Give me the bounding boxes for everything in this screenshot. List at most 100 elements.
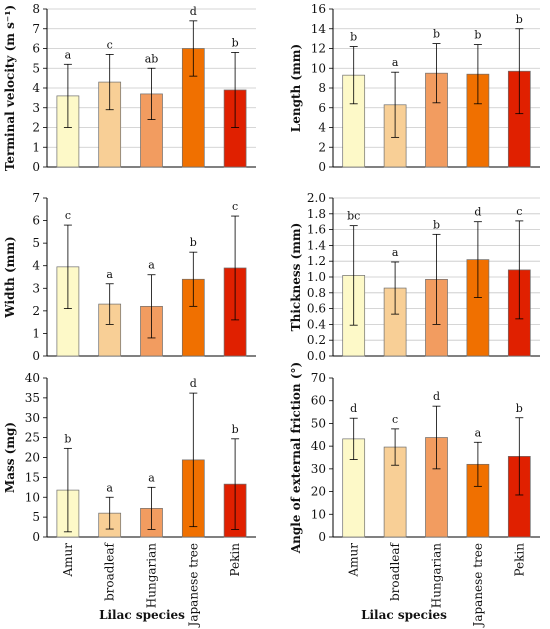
significance-letter: b [516,402,523,415]
category-label-amur: Amur [347,543,361,578]
panel-angle-friction: 0 10 20 30 40 50 60 70 Angle of external frictio… [289,362,540,554]
y-tick-label: 6 [32,42,40,56]
significance-letter: a [392,56,399,69]
y-axis-title: Length (mm) [289,44,303,132]
panel-thickness: 0.0 0.2 0.40.6 0.8 1.0 1.2 1.41.6 1.8 2.0 Thickne… [289,191,540,363]
y-tick-label: 4 [318,121,326,135]
y-tick-label: 1.0 [307,270,326,284]
y-axis-title: Angle of external friction (°) [289,362,303,554]
panel-mass: 0 5 10 15 20 25 30 35 40 Mass (mg) b a a d b [3,371,256,544]
y-axis-title: Thickness (mm) [289,223,303,332]
y-tick-label: 30 [311,462,326,476]
significance-letter: a [65,48,72,61]
significance-letter: d [474,206,481,219]
y-tick-label: 0 [32,530,40,544]
y-axis-title: Mass (mg) [3,422,17,493]
significance-letter: a [106,268,113,281]
significance-letter: b [232,423,239,436]
y-tick-label: 0.6 [307,302,326,316]
y-tick-label: 40 [311,439,326,453]
y-axis-title: Width (mm) [3,236,17,318]
category-label-hungarian: Hungarian [430,543,444,608]
significance-letter: c [107,38,113,51]
y-tick-label: 5 [32,61,40,75]
significance-letter: b [433,218,440,231]
category-label-pekin: Pekin [512,543,526,577]
category-label-amur: Amur [61,543,75,578]
y-tick-label: 3 [32,281,40,295]
y-tick-label: 1.2 [307,254,326,268]
significance-letter: c [65,209,71,222]
y-tick-label: 0 [318,160,326,174]
significance-letter: b [232,36,239,49]
significance-letter: a [106,481,113,494]
y-tick-label: 5 [32,236,40,250]
x-axis-title-left: Lilac species [99,608,185,622]
y-tick-label: 30 [25,411,40,425]
category-label-broadleaf: broadleaf [103,541,117,601]
significance-letter: b [64,432,71,445]
significance-letter: bc [347,210,360,223]
significance-letter: d [433,390,440,403]
y-tick-label: 12 [311,42,326,56]
y-tick-label: 70 [311,371,326,385]
y-tick-label: 60 [311,394,326,408]
panel-width: 0 1 2 3 4 5 6 7 Width (mm) c a a b c [3,191,256,363]
significance-letter: a [148,259,155,272]
y-tick-label: 2.0 [307,191,326,205]
y-tick-label: 5 [32,510,40,524]
y-tick-label: 2 [32,121,40,135]
y-tick-label: 0 [318,530,326,544]
y-tick-label: 2 [32,304,40,318]
y-tick-label: 2 [318,140,326,154]
y-axis-title: Terminal velocity (m s⁻¹) [3,5,17,171]
significance-letter: c [232,200,238,213]
significance-letter: b [433,28,440,41]
y-tick-label: 1 [32,326,40,340]
y-tick-label: 7 [32,22,40,36]
y-tick-label: 1.8 [307,207,326,221]
category-label-pekin: Pekin [228,543,242,577]
y-tick-label: 4 [32,259,40,273]
significance-letter: c [392,413,398,426]
y-tick-label: 25 [25,431,40,445]
panel-length: 0 2 4 6 8 10 12 14 16 Length (mm) b a b b b [289,2,540,174]
y-tick-label: 0 [32,349,40,363]
y-tick-label: 7 [32,191,40,205]
y-tick-label: 16 [311,2,326,16]
y-tick-label: 35 [25,391,40,405]
y-tick-label: 1 [32,140,40,154]
y-tick-label: 0.2 [307,333,326,347]
y-tick-label: 10 [311,61,326,75]
significance-letter: b [474,29,481,42]
y-tick-label: 1.4 [307,238,326,252]
y-tick-label: 50 [311,416,326,430]
x-axis-layer: Amur broadleaf Hungarian Japanese tree Pekin… [61,541,526,628]
significance-letter: d [190,5,197,18]
significance-letter: a [475,426,482,439]
significance-letter: b [190,236,197,249]
panel-terminal-velocity: 0 1 2 3 4 5 6 7 8 Terminal velocity (m s⁻¹) a c ab d b [3,2,256,174]
y-tick-label: 14 [311,22,327,36]
y-tick-label: 0.4 [307,317,326,331]
y-tick-label: 0.8 [307,286,326,300]
y-tick-label: 10 [311,507,326,521]
y-tick-label: 20 [25,451,40,465]
category-label-broadleaf: broadleaf [388,541,402,601]
y-tick-label: 1.6 [307,223,326,237]
y-tick-label: 8 [318,81,326,95]
category-label-hungarian: Hungarian [145,543,159,608]
significance-letter: ab [145,52,159,65]
y-tick-label: 20 [311,485,326,499]
y-tick-label: 3 [32,101,40,115]
x-axis-title-right: Lilac species [361,608,447,622]
significance-letter: a [148,471,155,484]
significance-letter: b [350,31,357,44]
y-tick-label: 8 [32,2,40,16]
category-label-japanese-tree: Japanese tree [186,543,200,628]
y-tick-label: 4 [32,81,40,95]
y-tick-label: 15 [25,470,40,484]
y-tick-label: 10 [25,490,40,504]
